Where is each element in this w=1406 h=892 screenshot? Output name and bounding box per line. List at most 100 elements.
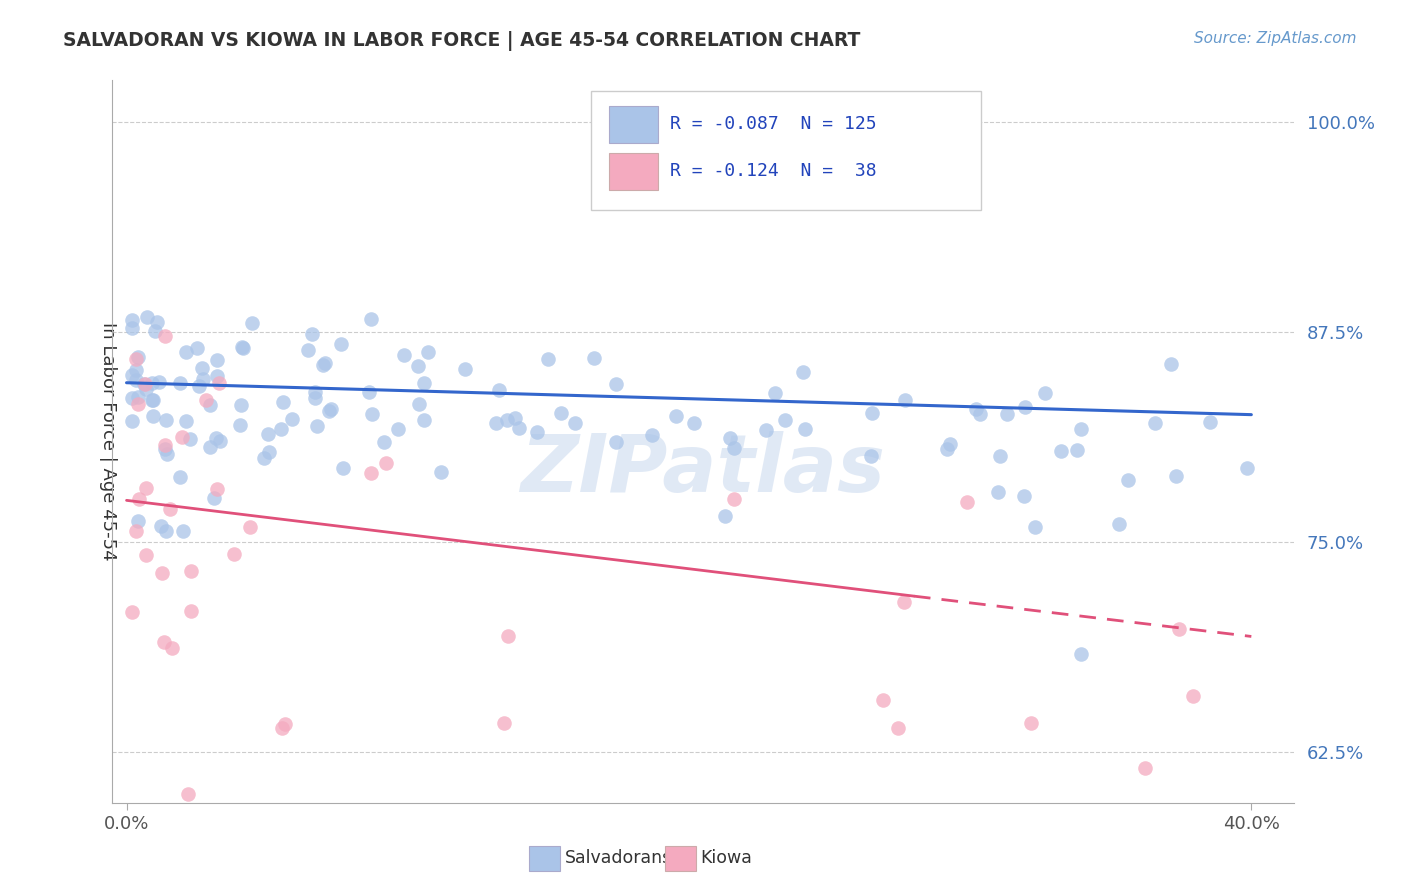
Point (496, 412, 519, 426)
Point (1160, 357, 1182, 371)
Point (318, 403, 340, 417)
Point (314, 356, 336, 370)
Point (360, 312, 382, 326)
Point (174, 345, 197, 359)
Point (156, 446, 179, 460)
Point (319, 402, 342, 417)
Point (121, 414, 143, 428)
Point (207, 483, 229, 497)
Point (125, 351, 148, 366)
Point (188, 379, 211, 393)
Point (894, 393, 917, 408)
Point (939, 437, 962, 451)
Point (270, 422, 292, 436)
Point (1116, 473, 1139, 487)
Point (1135, 761, 1157, 775)
Point (373, 435, 395, 450)
Point (297, 343, 319, 357)
Point (987, 485, 1010, 500)
Point (1021, 715, 1043, 730)
Point (134, 377, 156, 392)
FancyBboxPatch shape (609, 105, 658, 143)
Text: Salvadorans: Salvadorans (565, 849, 672, 867)
Point (148, 375, 170, 389)
Point (143, 324, 166, 338)
Point (172, 524, 194, 538)
Point (253, 451, 276, 466)
Text: R = -0.087  N = 125: R = -0.087 N = 125 (669, 115, 876, 133)
Point (169, 376, 191, 391)
Point (1199, 415, 1222, 429)
Point (135, 382, 157, 396)
Point (231, 340, 253, 354)
Point (394, 348, 416, 362)
Point (127, 390, 149, 404)
Point (718, 431, 741, 445)
Point (1144, 416, 1167, 430)
Y-axis label: In Labor Force | Age 45-54: In Labor Force | Age 45-54 (98, 322, 117, 561)
Point (232, 342, 254, 356)
Point (1012, 489, 1035, 503)
Point (430, 465, 453, 479)
FancyBboxPatch shape (530, 847, 560, 871)
Point (301, 327, 323, 342)
Point (177, 788, 200, 802)
Point (205, 353, 228, 368)
Point (305, 418, 328, 433)
Point (763, 386, 786, 401)
Point (160, 640, 183, 655)
Point (312, 358, 335, 372)
Point (936, 442, 959, 456)
Point (142, 393, 165, 408)
Point (714, 508, 737, 523)
Point (526, 425, 548, 439)
Point (485, 416, 508, 430)
Point (125, 363, 148, 377)
Point (412, 413, 434, 427)
Point (860, 449, 883, 463)
Point (121, 368, 143, 382)
Point (180, 565, 202, 579)
Point (995, 408, 1018, 422)
Point (374, 456, 396, 470)
Text: SALVADORAN VS KIOWA IN LABOR FORCE | AGE 45-54 CORRELATION CHART: SALVADORAN VS KIOWA IN LABOR FORCE | AGE… (63, 31, 860, 51)
Point (127, 350, 149, 364)
Point (132, 376, 155, 391)
Point (387, 422, 409, 436)
Point (508, 421, 530, 435)
Point (124, 373, 146, 387)
Point (664, 409, 686, 423)
Point (209, 434, 232, 448)
Point (1182, 690, 1205, 704)
Point (872, 693, 894, 707)
Point (1070, 422, 1092, 436)
Point (360, 466, 382, 480)
Point (537, 351, 560, 366)
Point (153, 437, 176, 451)
Point (605, 377, 627, 392)
Point (755, 423, 778, 437)
Point (329, 337, 352, 351)
Point (270, 722, 292, 736)
FancyBboxPatch shape (609, 153, 658, 190)
Point (955, 495, 977, 509)
Point (564, 416, 586, 430)
Point (361, 407, 384, 421)
Point (174, 414, 197, 428)
Point (413, 376, 436, 391)
Point (1033, 386, 1056, 401)
Point (1168, 622, 1191, 636)
Point (416, 345, 439, 359)
Point (1066, 443, 1088, 458)
Point (150, 519, 173, 533)
Point (1050, 444, 1073, 458)
Point (224, 547, 246, 561)
Point (965, 402, 987, 417)
Point (496, 630, 519, 644)
Point (357, 385, 380, 400)
Point (186, 341, 208, 355)
Point (281, 412, 304, 426)
FancyBboxPatch shape (665, 847, 696, 871)
Point (179, 432, 201, 446)
Point (862, 406, 884, 420)
